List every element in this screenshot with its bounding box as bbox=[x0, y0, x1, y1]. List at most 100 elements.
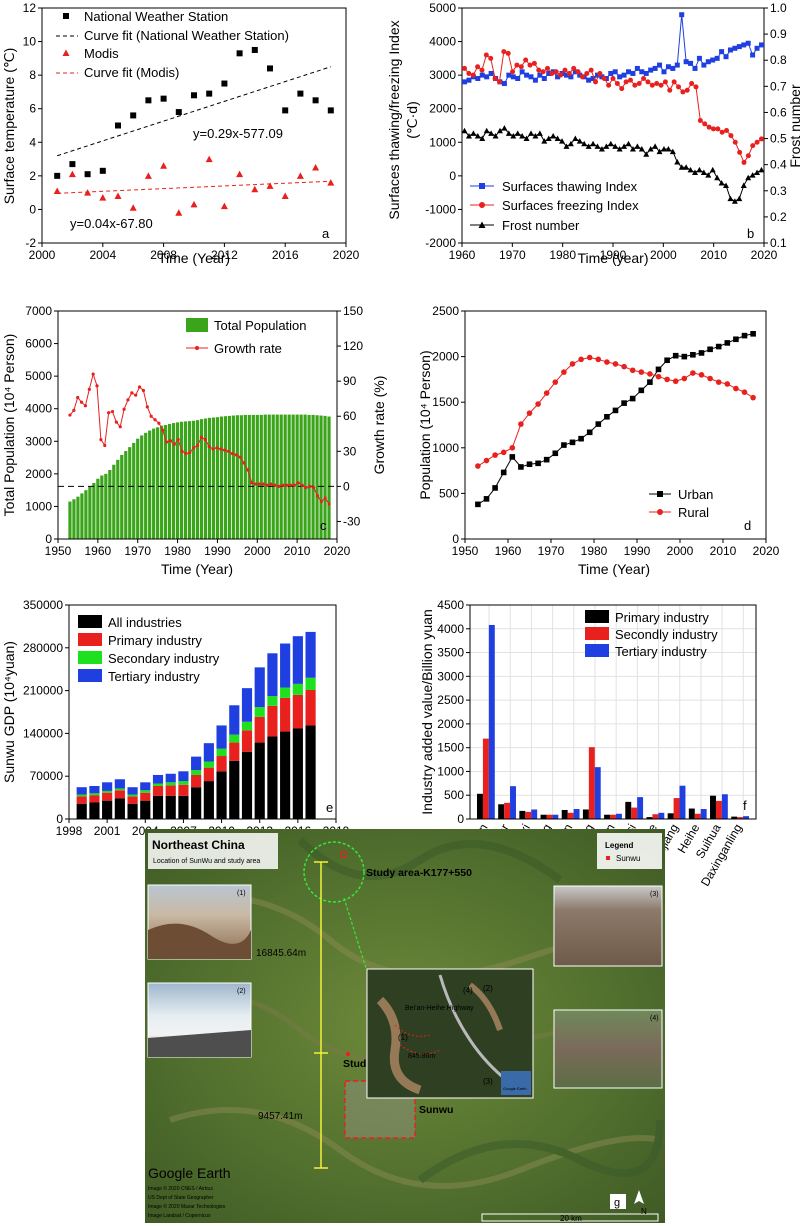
chart-d-xlabel: Time (Year) bbox=[578, 561, 650, 577]
distance-1-label: 16845.64m bbox=[256, 948, 306, 959]
chart-b-point bbox=[638, 146, 645, 152]
chart-b-point bbox=[575, 69, 581, 75]
chart-b-point bbox=[648, 67, 654, 73]
chart-e-legend-label: Secondary industry bbox=[108, 651, 220, 666]
chart-c-bar bbox=[187, 421, 192, 539]
chart-d-point bbox=[698, 372, 705, 378]
chart-c-bar bbox=[259, 414, 263, 539]
chart-c-growth-point bbox=[68, 413, 72, 417]
chart-b-point bbox=[606, 82, 612, 88]
chart-f-legend-marker bbox=[585, 627, 609, 640]
chart-b-point bbox=[709, 166, 716, 173]
chart-b-point bbox=[671, 79, 677, 85]
chart-c-growth-point bbox=[300, 483, 304, 487]
chart-c-xtick-label: 2000 bbox=[244, 544, 271, 558]
chart-d-point bbox=[681, 353, 688, 360]
chart-a-ytick-label: 4 bbox=[29, 135, 36, 149]
chart-b-point bbox=[683, 164, 690, 170]
chart-b-point bbox=[614, 81, 620, 87]
chart-c-growth-point bbox=[172, 442, 176, 446]
scale-bar bbox=[481, 1213, 659, 1222]
chart-b-point bbox=[466, 77, 472, 83]
chart-b-point bbox=[676, 84, 682, 90]
chart-c-growth-point bbox=[226, 449, 231, 453]
chart-b-point bbox=[470, 72, 476, 78]
chart-c-bar bbox=[239, 415, 243, 539]
chart-a-point bbox=[115, 122, 121, 129]
chart-f-legend-marker bbox=[585, 644, 609, 657]
chart-b-point bbox=[515, 76, 521, 81]
chart-b-point bbox=[696, 55, 702, 61]
chart-b-point bbox=[501, 81, 507, 87]
chart-c-growth-point bbox=[281, 483, 285, 487]
chart-d-point bbox=[509, 445, 516, 451]
chart-b-point bbox=[727, 195, 734, 202]
chart-b-point bbox=[632, 82, 638, 88]
chart-a-point bbox=[221, 80, 228, 87]
chart-c-bar bbox=[148, 430, 152, 539]
chart-c-ylabel-right: Growth rate (%) bbox=[371, 376, 387, 475]
photo-1-hill bbox=[148, 923, 251, 959]
chart-c-growth-point bbox=[76, 395, 80, 400]
chart-b-xtick-label: 2020 bbox=[751, 248, 778, 262]
chart-c-ytick-label: 5000 bbox=[25, 369, 52, 383]
chart-c-bar bbox=[195, 420, 200, 539]
chart-c-bar bbox=[112, 464, 116, 539]
chart-a-ytick-label: 0 bbox=[29, 202, 36, 216]
chart-c-bar bbox=[295, 414, 299, 539]
chart-d-xtick-label: 1980 bbox=[581, 544, 608, 558]
chart-b-point bbox=[678, 164, 685, 170]
chart-d-point bbox=[672, 352, 679, 359]
chart-f-bar bbox=[731, 816, 738, 819]
chart-e-bar bbox=[292, 683, 303, 695]
chart-e-bar bbox=[229, 705, 240, 735]
chart-c-letter: c bbox=[320, 518, 327, 533]
chart-e-frame bbox=[68, 604, 337, 820]
chart-f-ytick-label: 1000 bbox=[437, 764, 464, 778]
chart-c-bar bbox=[68, 501, 72, 539]
chart-e-bar bbox=[127, 794, 138, 797]
north-label: N bbox=[641, 1207, 647, 1216]
chart-b-ytick-label: 4000 bbox=[429, 35, 456, 49]
chart-c-bar bbox=[96, 478, 100, 539]
chart-e-bar bbox=[241, 751, 253, 819]
chart-c-bar bbox=[307, 414, 311, 539]
chart-a-legend-label: Curve fit (Modis) bbox=[84, 65, 179, 80]
chart-d-ytick-label: 0 bbox=[452, 532, 459, 546]
chart-c-growth-point bbox=[211, 447, 215, 451]
chart-c-growth-point bbox=[91, 372, 95, 376]
chart-d-xtick-label: 1960 bbox=[495, 544, 522, 558]
chart-e-bar bbox=[280, 643, 291, 688]
chart-d-point bbox=[664, 376, 670, 383]
chart-e-ytick-label: 70000 bbox=[30, 769, 64, 783]
chart-e-legend-label: All industries bbox=[108, 615, 182, 630]
chart-b-point bbox=[510, 74, 516, 80]
chart-e-bar bbox=[292, 636, 303, 684]
chart-c-legend-marker bbox=[186, 318, 208, 332]
chart-c-growth-point bbox=[134, 393, 138, 397]
chart-b-point bbox=[693, 84, 699, 90]
chart-e-ytick-label: 0 bbox=[56, 812, 63, 826]
inset-label-3: (3) bbox=[483, 1077, 493, 1086]
chart-f-bar bbox=[482, 738, 489, 819]
chart-d-point bbox=[647, 371, 653, 377]
chart-c-bar bbox=[203, 418, 208, 539]
chart-e-bar bbox=[152, 774, 164, 784]
map-title-box bbox=[148, 833, 278, 869]
chart-c-bar bbox=[323, 415, 327, 539]
chart-d-xtick-label: 1950 bbox=[452, 544, 479, 558]
chart-b-point bbox=[612, 143, 619, 149]
chart-d-ytick-label: 2000 bbox=[432, 350, 459, 364]
chart-d-point bbox=[604, 359, 610, 365]
chart-e-bar bbox=[216, 725, 227, 749]
chart-c-xtick-label: 1990 bbox=[204, 544, 231, 558]
chart-b-point bbox=[625, 140, 632, 147]
chart-a-xtick-label: 2000 bbox=[29, 248, 56, 262]
chart-b-point bbox=[612, 69, 618, 75]
chart-f-bar bbox=[737, 817, 744, 819]
chart-b-point bbox=[474, 132, 481, 139]
chart-c-ytick-right-label: 60 bbox=[343, 409, 357, 423]
chart-c-bar bbox=[128, 447, 132, 539]
chart-b-ytick-right-label: 0.1 bbox=[770, 236, 787, 250]
chart-e-bar bbox=[191, 774, 202, 788]
